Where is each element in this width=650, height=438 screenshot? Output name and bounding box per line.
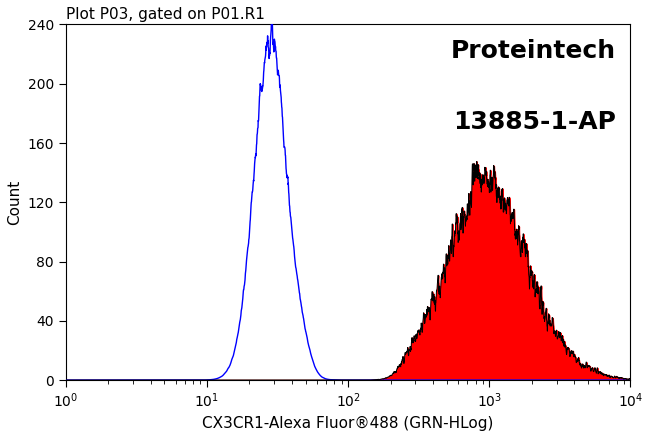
Text: Proteintech: Proteintech — [451, 39, 616, 63]
Text: Plot P03, gated on P01.R1: Plot P03, gated on P01.R1 — [66, 7, 265, 22]
Text: 13885-1-AP: 13885-1-AP — [454, 110, 616, 134]
Y-axis label: Count: Count — [7, 180, 22, 225]
X-axis label: CX3CR1-Alexa Fluor®488 (GRN-HLog): CX3CR1-Alexa Fluor®488 (GRN-HLog) — [202, 416, 494, 431]
